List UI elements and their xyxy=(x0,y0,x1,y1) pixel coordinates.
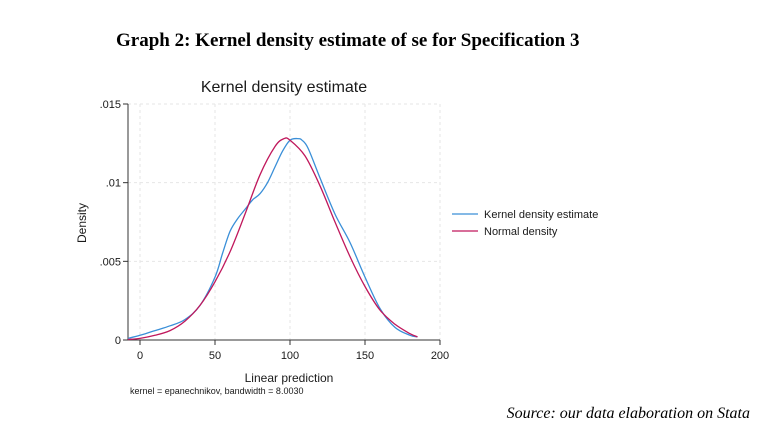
x-axis-label: Linear prediction xyxy=(245,371,334,385)
kernel-note: kernel = epanechnikov, bandwidth = 8.003… xyxy=(130,386,303,396)
series-line-0 xyxy=(127,137,418,340)
axes xyxy=(127,104,440,341)
x-tick-label-2: 100 xyxy=(281,350,299,362)
y-tick-label-0: 0 xyxy=(115,335,121,347)
series-line-1 xyxy=(127,137,418,341)
legend-label-0: Kernel density estimate xyxy=(484,209,598,221)
y-tick-label-3: .015 xyxy=(100,99,121,111)
x-tick-label-4: 200 xyxy=(431,350,449,362)
x-tick-label-0: 0 xyxy=(137,350,143,362)
legend-label-1: Normal density xyxy=(484,226,558,238)
y-ticks: 0 .005 .01 .015 xyxy=(100,99,128,347)
chart-title: Kernel density estimate xyxy=(201,79,367,96)
x-tick-label-3: 150 xyxy=(356,350,374,362)
grid-lines xyxy=(128,103,441,341)
x-ticks: 0 50 100 150 200 xyxy=(137,340,449,362)
y-axis-label: Density xyxy=(75,203,89,243)
source-note: Source: our data elaboration on Stata xyxy=(506,405,750,422)
y-tick-label-1: .005 xyxy=(100,256,121,268)
legend: Kernel density estimate Normal density xyxy=(452,209,598,238)
document-title: Graph 2: Kernel density estimate of se f… xyxy=(116,30,580,51)
x-tick-label-1: 50 xyxy=(209,350,221,362)
y-tick-label-2: .01 xyxy=(106,178,121,190)
series-lines xyxy=(127,137,418,341)
